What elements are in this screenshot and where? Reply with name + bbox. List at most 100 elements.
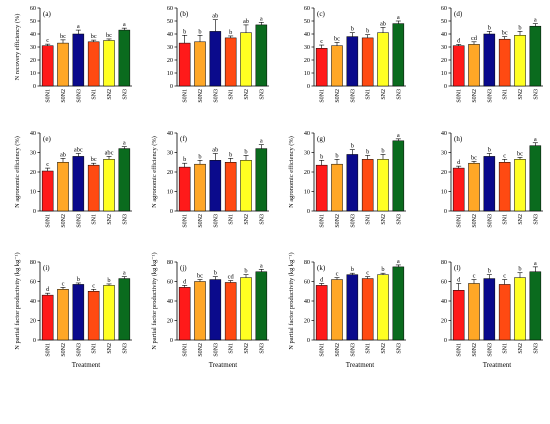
category-tick-label: S0N2 (198, 343, 204, 357)
significance-letter: b (351, 26, 354, 33)
bar (240, 277, 252, 341)
y-tick-label: 20 (30, 169, 36, 176)
category-tick-label: S0N3 (213, 343, 219, 357)
significance-letter: b (229, 151, 232, 158)
bar (224, 37, 237, 87)
significance-letter: bc (106, 32, 112, 39)
panel-label: (k) (317, 264, 326, 272)
category-tick-label: S0N1 (183, 343, 189, 357)
y-axis-label: N agronomic efficiency (%) (14, 136, 21, 208)
y-axis-label: N partial factor productivity (kg kg⁻¹) (14, 252, 21, 349)
significance-letter: a (260, 138, 263, 145)
category-tick-label: SN2 (518, 89, 524, 100)
category-tick-label: SN1 (229, 343, 235, 354)
bar (452, 290, 465, 341)
panel-label: (a) (43, 10, 51, 18)
y-tick-label: 20 (167, 57, 173, 64)
category-tick-label: S0N1 (46, 343, 52, 357)
bar (194, 281, 206, 341)
bar (41, 170, 54, 212)
bar (468, 283, 480, 341)
bar (41, 45, 54, 87)
y-tick-label: 40 (441, 31, 447, 38)
bar (377, 159, 389, 212)
significance-letter: b (381, 266, 384, 273)
significance-letter: bc (60, 33, 66, 40)
significance-letter: d (457, 276, 461, 283)
chart-panel-1: 0 10 20 30 40 50 60 c S0N1 bc S0N2 a S0N3 bc SN1 bc SN2 a… (14, 5, 132, 103)
significance-letter: b (488, 146, 491, 153)
bar (346, 154, 359, 212)
bar (41, 294, 54, 341)
category-tick-label: SN1 (92, 343, 98, 354)
category-tick-label: SN3 (122, 214, 128, 225)
category-tick-label: SN1 (229, 89, 235, 100)
panel-label: (f) (180, 135, 188, 143)
chart-panel-8: 0 10 20 30 40 d S0N1 bc S0N2 b S0N3 c SN1 bc SN2 a SN3 (h… (441, 130, 543, 228)
bar (57, 42, 69, 87)
y-axis-label: N partial factor productivity (kg kg⁻¹) (151, 252, 158, 349)
category-tick-label: SN3 (396, 214, 402, 225)
y-tick-label: 40 (30, 130, 36, 137)
y-tick-label: 20 (30, 318, 36, 325)
y-tick-label: 80 (441, 259, 447, 266)
y-tick-label: 20 (304, 169, 310, 176)
significance-letter: c (336, 271, 339, 278)
significance-letter: b (488, 268, 491, 275)
bar (315, 285, 328, 341)
bar (178, 287, 191, 341)
y-tick-label: 10 (304, 189, 310, 196)
y-tick-label: 40 (30, 31, 36, 38)
y-tick-label: 30 (167, 44, 173, 51)
significance-letter: abc (105, 149, 114, 156)
x-axis-label: Treatment (209, 361, 238, 369)
bar (468, 162, 480, 212)
y-tick-label: 40 (304, 31, 310, 38)
y-tick-label: 60 (304, 279, 310, 286)
bar (498, 38, 511, 87)
significance-letter: b (244, 268, 247, 275)
bar (514, 277, 526, 341)
category-tick-label: S0N1 (320, 343, 326, 357)
bar (529, 25, 542, 87)
y-tick-label: 20 (30, 57, 36, 64)
category-tick-label: S0N2 (198, 214, 204, 228)
y-tick-label: 20 (441, 318, 447, 325)
panel-label: (b) (180, 10, 189, 18)
chart-panel-12: 0 20 40 60 80 d S0N1 c S0N2 b S0N3 c SN1 b SN2 a SN3 (l) T… (441, 259, 543, 369)
significance-letter: a (260, 15, 263, 22)
category-tick-label: SN2 (244, 343, 250, 354)
bar (514, 35, 526, 87)
bar (392, 140, 405, 212)
significance-letter: bc (334, 35, 340, 42)
y-tick-label: 40 (441, 130, 447, 137)
y-tick-label: 60 (167, 5, 173, 12)
category-tick-label: S0N2 (472, 343, 478, 357)
category-tick-label: SN1 (92, 89, 98, 100)
bar (315, 164, 328, 212)
category-tick-label: S0N1 (320, 214, 326, 228)
category-tick-label: SN1 (503, 89, 509, 100)
significance-letter: b (518, 24, 521, 31)
significance-letter: bc (502, 30, 508, 37)
category-tick-label: SN3 (259, 214, 265, 225)
panel-label: (c) (317, 10, 325, 18)
category-tick-label: SN3 (259, 89, 265, 100)
bar (483, 278, 496, 341)
y-tick-label: 0 (444, 337, 447, 344)
y-tick-label: 50 (441, 18, 447, 25)
y-tick-label: 20 (167, 169, 173, 176)
y-tick-label: 0 (307, 208, 310, 215)
category-tick-label: SN1 (366, 89, 372, 100)
significance-letter: b (198, 28, 201, 35)
bar (57, 162, 69, 212)
category-tick-label: SN2 (518, 214, 524, 225)
bar (392, 23, 405, 87)
y-tick-label: 10 (441, 70, 447, 77)
significance-letter: d (457, 159, 461, 166)
bar (178, 42, 191, 87)
category-tick-label: S0N2 (335, 214, 341, 228)
significance-letter: a (77, 23, 80, 30)
